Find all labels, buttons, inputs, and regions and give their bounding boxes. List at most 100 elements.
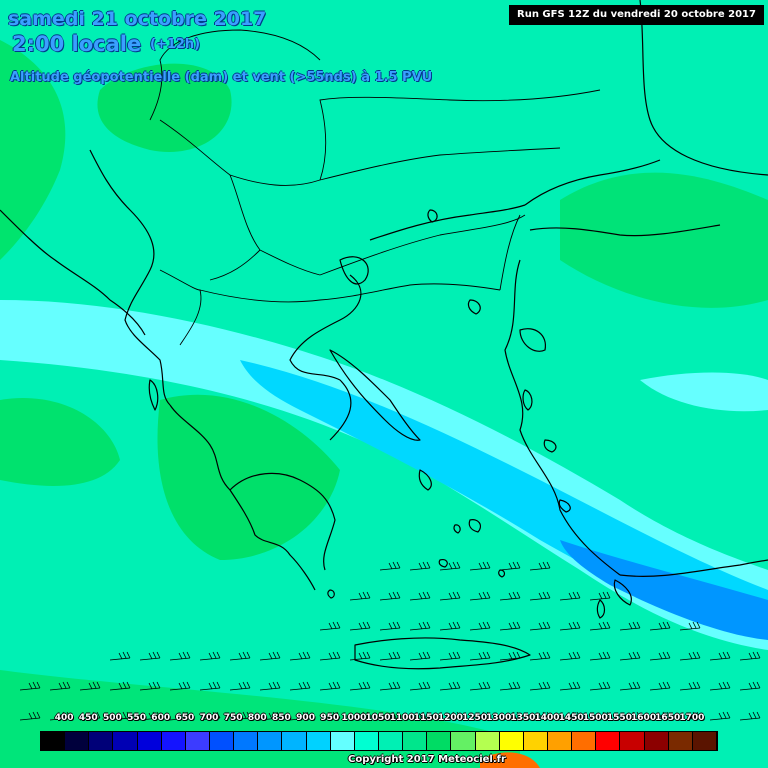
legend-swatch (523, 732, 548, 750)
wind-barb (409, 561, 431, 571)
wind-barb (349, 621, 371, 631)
wind-barb (559, 591, 581, 601)
border-bulgaria (319, 147, 561, 181)
field-red-patch (480, 752, 540, 768)
legend-swatch (499, 732, 524, 750)
wind-barb (199, 711, 221, 721)
legend-colorbar (40, 731, 718, 751)
wind-barb (229, 651, 251, 661)
wind-barb (649, 621, 671, 631)
field-green-west (0, 398, 120, 486)
legend-swatch (644, 732, 669, 750)
legend-tick-label: 550 (127, 713, 146, 723)
legend-swatch (113, 732, 138, 750)
wind-barb (559, 651, 581, 661)
island-euboea (329, 349, 421, 441)
wind-barb (19, 681, 41, 691)
wind-barb (469, 681, 491, 691)
map-offset-label: (+12h) (150, 37, 201, 52)
wind-barb (319, 681, 341, 691)
wind-barb (409, 651, 431, 661)
legend-tick-label: 1000 (341, 713, 367, 723)
legend-tick-label: 750 (223, 713, 243, 723)
field-green-north (97, 63, 232, 152)
wind-barb (439, 681, 461, 691)
legend-tick-label: 1350 (510, 713, 536, 723)
wind-barb (529, 591, 551, 601)
wind-barb (649, 681, 671, 691)
coast-greece-west (169, 404, 316, 591)
borders (149, 29, 601, 346)
coast-peloponnese (229, 472, 336, 571)
wind-barb (409, 621, 431, 631)
legend-tick-label: 600 (151, 713, 171, 723)
wind-barb (619, 681, 641, 691)
map-time-title: 2:00 locale (12, 32, 142, 56)
legend-tick-label: 850 (272, 713, 291, 723)
wind-barb (499, 561, 521, 571)
coast-turkey-west (504, 259, 621, 576)
coast-thrace (369, 204, 526, 241)
wind-barb (289, 651, 311, 661)
wind-barb (319, 651, 341, 661)
wind-barb (409, 591, 431, 601)
wind-barb (499, 711, 521, 721)
wind-barb (349, 651, 371, 661)
wind-barb (49, 711, 71, 721)
wind-barb (349, 711, 371, 721)
wind-barbs (19, 561, 761, 721)
wind-barb (439, 561, 461, 571)
legend-tick-label: 900 (296, 713, 315, 723)
legend-swatch (209, 732, 235, 750)
coast-chalkidiki (339, 256, 369, 285)
wind-barb (349, 681, 371, 691)
island-thasos (427, 209, 438, 223)
legend-swatch (41, 732, 66, 750)
field-green-northwest (0, 40, 66, 260)
legend-tick-label: 1200 (437, 713, 463, 723)
coast-black-sea (639, 0, 768, 176)
wind-barb (439, 651, 461, 661)
wind-barb (529, 681, 551, 691)
wind-barb (19, 711, 41, 721)
wind-barb (379, 591, 401, 601)
wind-barb (409, 711, 431, 721)
wind-barb (529, 621, 551, 631)
wind-barb (379, 681, 401, 691)
wind-barb (559, 681, 581, 691)
island-milos (438, 558, 448, 568)
legend-tick-label: 1600 (631, 713, 657, 723)
wind-barb (649, 711, 671, 721)
legend-swatch (137, 732, 162, 750)
coast-bosporus (524, 159, 661, 206)
legend-swatch (354, 732, 379, 750)
island-corfu (148, 379, 159, 411)
legend-tick-label: 1650 (655, 713, 681, 723)
wind-barb (679, 621, 701, 631)
coast-adriatic-east (89, 149, 171, 406)
island-naxos (468, 519, 482, 533)
island-kythera (327, 589, 335, 599)
legend-tick-label: 450 (78, 713, 98, 723)
wind-barb (139, 651, 161, 661)
wind-barb (619, 651, 641, 661)
island-lemnos (467, 299, 481, 315)
legend-tick-label: 1550 (606, 713, 632, 723)
map-parameter-title: Altitude géopotentielle (dam) et vent (>… (10, 70, 433, 85)
field-cyan-east (640, 372, 768, 412)
legend-tick-label: 1300 (486, 713, 512, 723)
wind-barb (619, 621, 641, 631)
wind-barb (289, 681, 311, 691)
wind-barb (619, 711, 641, 721)
wind-barb (589, 651, 611, 661)
border-bulgaria-south (319, 214, 526, 276)
legend-tick-label: 1400 (534, 713, 560, 723)
field-blue-core (560, 540, 768, 640)
legend-swatch (161, 732, 186, 750)
wind-barb (109, 681, 131, 691)
coast-turkey-south (619, 559, 768, 577)
island-paros (453, 524, 461, 534)
wind-barb (439, 711, 461, 721)
